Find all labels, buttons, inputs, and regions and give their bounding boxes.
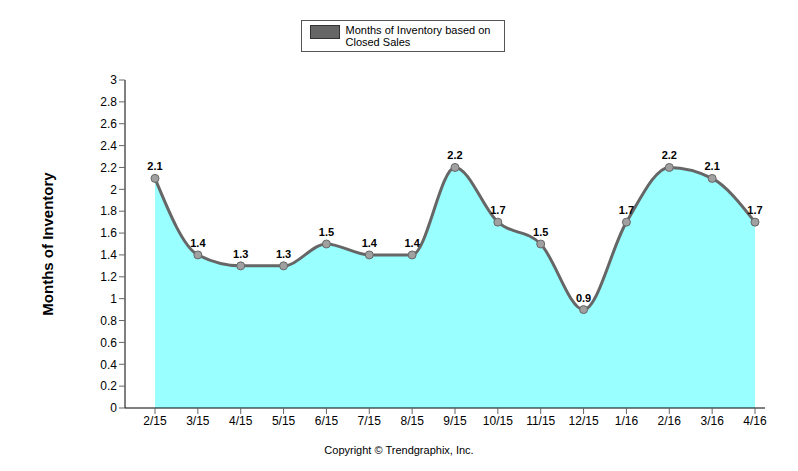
svg-text:2: 2 (110, 183, 117, 197)
html-text:Months of Inventory based on C: Months of Inventory based on Closed Sale… (345, 24, 491, 48)
svg-text:11/15: 11/15 (526, 414, 555, 428)
svg-text:0.6: 0.6 (100, 336, 117, 350)
svg-text:1.6: 1.6 (100, 226, 117, 240)
svg-text:2.1: 2.1 (147, 160, 162, 172)
svg-text:2.6: 2.6 (100, 117, 117, 131)
svg-text:12/15: 12/15 (569, 414, 599, 428)
svg-text:5/15: 5/15 (272, 414, 296, 428)
svg-text:4/15: 4/15 (229, 414, 253, 428)
svg-text:2.2: 2.2 (662, 149, 677, 161)
svg-text:1.4: 1.4 (190, 237, 206, 249)
svg-text:3/15: 3/15 (186, 414, 210, 428)
svg-text:2.2: 2.2 (447, 149, 462, 161)
svg-text:1.5: 1.5 (319, 226, 334, 238)
svg-text:2.1: 2.1 (704, 160, 719, 172)
svg-text:0.2: 0.2 (100, 379, 117, 393)
svg-text:1/16: 1/16 (615, 414, 639, 428)
svg-text:1.4: 1.4 (404, 237, 420, 249)
svg-text:10/15: 10/15 (483, 414, 513, 428)
svg-text:1.4: 1.4 (362, 237, 378, 249)
svg-text:Months of Inventory: Months of Inventory (39, 172, 56, 316)
svg-text:7/15: 7/15 (358, 414, 382, 428)
svg-text:0.4: 0.4 (100, 358, 117, 372)
svg-text:6/15: 6/15 (315, 414, 339, 428)
svg-text:2/16: 2/16 (658, 414, 682, 428)
svg-text:0.8: 0.8 (100, 314, 117, 328)
html-text:Copyright © Trendgraphix, Inc.: Copyright © Trendgraphix, Inc. (324, 444, 474, 456)
svg-text:1: 1 (110, 292, 117, 306)
svg-text:0: 0 (110, 401, 117, 415)
svg-text:3/16: 3/16 (700, 414, 724, 428)
svg-text:1.3: 1.3 (233, 248, 248, 260)
svg-text:1.5: 1.5 (533, 226, 548, 238)
svg-text:2/15: 2/15 (143, 414, 167, 428)
svg-text:1.8: 1.8 (100, 204, 117, 218)
svg-text:1.4: 1.4 (100, 248, 117, 262)
svg-text:1.7: 1.7 (490, 204, 505, 216)
svg-text:9/15: 9/15 (443, 414, 467, 428)
svg-text:1.2: 1.2 (100, 270, 117, 284)
svg-text:2.2: 2.2 (100, 161, 117, 175)
svg-text:0.9: 0.9 (576, 292, 591, 304)
svg-text:2.4: 2.4 (100, 139, 117, 153)
svg-text:3: 3 (110, 73, 117, 87)
svg-text:1.7: 1.7 (747, 204, 762, 216)
svg-text:1.3: 1.3 (276, 248, 291, 260)
svg-text:8/15: 8/15 (400, 414, 424, 428)
svg-text:2.8: 2.8 (100, 95, 117, 109)
svg-text:1.7: 1.7 (619, 204, 634, 216)
svg-text:4/16: 4/16 (743, 414, 767, 428)
